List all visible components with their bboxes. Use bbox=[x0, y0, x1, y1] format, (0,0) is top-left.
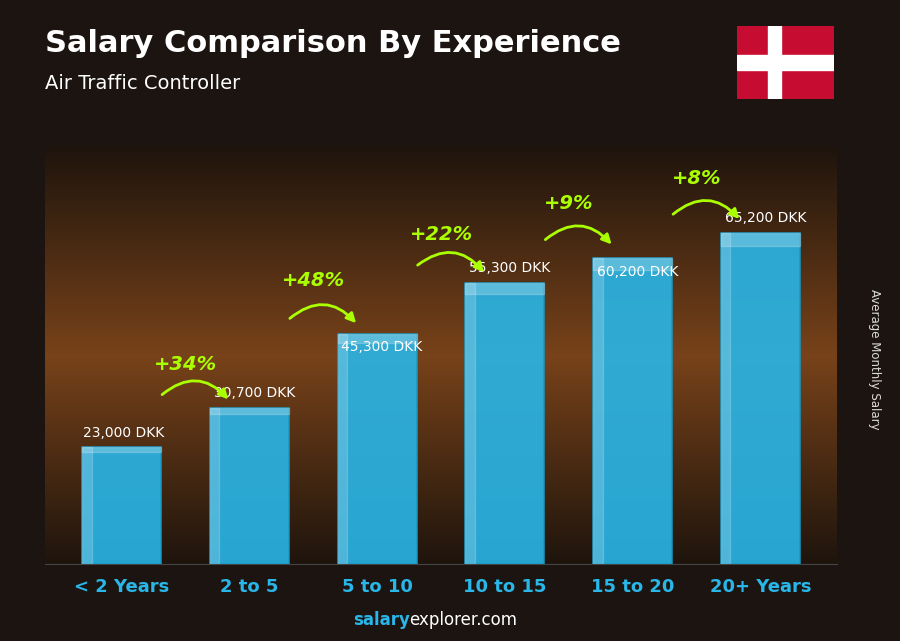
Bar bbox=[210, 408, 289, 564]
Text: 55,300 DKK: 55,300 DKK bbox=[469, 262, 551, 276]
Bar bbox=[768, 26, 781, 99]
Bar bbox=[465, 283, 475, 564]
Text: +34%: +34% bbox=[154, 354, 217, 374]
Bar bbox=[465, 283, 544, 564]
Bar bbox=[593, 258, 602, 564]
Bar bbox=[593, 258, 672, 271]
Bar bbox=[593, 258, 672, 564]
Bar bbox=[338, 334, 417, 564]
Text: Average Monthly Salary: Average Monthly Salary bbox=[868, 288, 881, 429]
Bar bbox=[338, 334, 347, 564]
Text: salary: salary bbox=[353, 612, 410, 629]
Text: 65,200 DKK: 65,200 DKK bbox=[724, 211, 806, 225]
Text: explorer.com: explorer.com bbox=[410, 612, 518, 629]
Bar bbox=[210, 408, 220, 564]
Bar bbox=[82, 447, 161, 452]
Text: +9%: +9% bbox=[544, 194, 593, 213]
Bar bbox=[721, 233, 730, 564]
Bar bbox=[210, 408, 289, 414]
Text: Air Traffic Controller: Air Traffic Controller bbox=[45, 74, 240, 93]
Text: 23,000 DKK: 23,000 DKK bbox=[84, 426, 165, 440]
Text: +22%: +22% bbox=[410, 225, 472, 244]
Text: 45,300 DKK: 45,300 DKK bbox=[341, 340, 423, 354]
Text: +48%: +48% bbox=[282, 271, 345, 290]
Text: +8%: +8% bbox=[671, 169, 721, 188]
Bar bbox=[82, 447, 161, 564]
Bar bbox=[721, 233, 800, 564]
Text: 60,200 DKK: 60,200 DKK bbox=[597, 265, 679, 279]
Text: Salary Comparison By Experience: Salary Comparison By Experience bbox=[45, 29, 621, 58]
Text: 30,700 DKK: 30,700 DKK bbox=[213, 387, 295, 401]
Bar bbox=[736, 54, 834, 71]
Bar bbox=[721, 233, 800, 246]
Bar bbox=[338, 334, 417, 343]
Bar bbox=[465, 283, 544, 294]
Bar bbox=[82, 447, 92, 564]
